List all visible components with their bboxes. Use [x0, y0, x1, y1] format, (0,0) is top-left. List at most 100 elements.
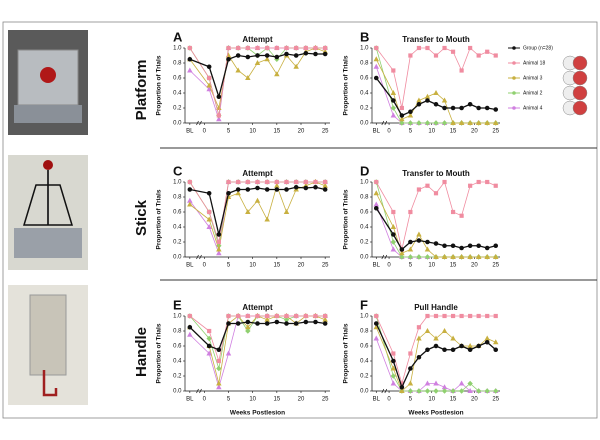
y-tick-label: 0.8	[173, 329, 182, 335]
marker	[493, 313, 498, 319]
marker	[255, 321, 260, 326]
panel-letter: C	[173, 163, 183, 178]
marker	[323, 179, 328, 185]
marker	[441, 97, 448, 103]
marker	[245, 45, 250, 51]
marker	[216, 113, 221, 118]
marker	[236, 313, 241, 319]
marker	[322, 321, 328, 326]
marker	[459, 105, 464, 111]
x-tick-label: BL	[186, 129, 194, 135]
marker	[408, 366, 413, 371]
x-tick-label: 0	[203, 263, 207, 269]
marker	[425, 183, 430, 188]
frame	[2, 21, 598, 419]
marker	[284, 313, 289, 319]
x-tick-label: 15	[273, 129, 280, 135]
marker	[255, 179, 260, 185]
legend-swatch	[512, 61, 516, 65]
marker	[425, 98, 430, 103]
marker	[274, 45, 279, 51]
marker	[391, 358, 396, 364]
marker	[374, 179, 379, 185]
marker	[433, 53, 439, 58]
marker	[484, 339, 490, 345]
marker	[206, 64, 212, 70]
x-tick-label: 20	[298, 263, 305, 269]
y-tick-label: 0.2	[360, 374, 369, 380]
marker	[313, 313, 318, 319]
marker	[450, 388, 456, 394]
marker	[313, 45, 318, 51]
y-axis-label: Proportion of Trials	[343, 189, 350, 249]
marker	[425, 347, 430, 353]
marker	[216, 250, 222, 256]
marker	[441, 388, 448, 394]
panel-letter: F	[360, 297, 368, 312]
marker	[187, 45, 192, 51]
photo-platform	[8, 30, 88, 135]
marker	[467, 119, 473, 125]
marker	[206, 223, 212, 229]
x-tick-label: BL	[373, 397, 381, 403]
y-tick-label: 0.2	[360, 106, 369, 112]
marker	[476, 313, 481, 319]
marker	[475, 253, 482, 259]
marker	[216, 384, 222, 390]
legend-label: Animal 2	[523, 90, 543, 96]
marker	[442, 179, 447, 185]
marker	[441, 253, 448, 259]
marker	[442, 45, 447, 51]
marker	[264, 216, 270, 222]
x-tick-label: BL	[373, 129, 381, 135]
x-axis-label: Weeks Postlesion	[408, 410, 463, 417]
marker	[485, 179, 490, 185]
marker	[216, 246, 222, 252]
marker	[416, 335, 422, 341]
legend-swatch	[512, 46, 516, 50]
marker	[468, 313, 473, 319]
legend-label: Animal 3	[523, 75, 543, 81]
marker	[373, 75, 379, 81]
y-tick-label: 0.8	[360, 195, 369, 201]
axis-break	[381, 388, 388, 394]
marker	[264, 56, 270, 62]
marker	[476, 105, 481, 111]
x-tick-label: 10	[249, 263, 256, 269]
legend-label: Animal 4	[523, 105, 543, 111]
marker	[450, 347, 456, 353]
marker	[390, 89, 397, 95]
y-tick-label: 1.0	[360, 314, 369, 320]
marker	[399, 250, 405, 256]
marker	[245, 74, 251, 80]
marker	[424, 246, 431, 252]
marker	[373, 321, 379, 326]
marker	[399, 116, 405, 122]
legend-swatch	[512, 76, 516, 80]
y-tick-label: 0.6	[360, 344, 369, 350]
marker	[274, 71, 280, 77]
marker	[450, 253, 456, 259]
marker	[226, 45, 231, 51]
marker	[245, 54, 251, 60]
marker	[236, 45, 241, 51]
x-tick-label: 10	[249, 129, 256, 135]
marker	[206, 350, 212, 356]
marker	[442, 105, 447, 111]
marker	[293, 321, 299, 326]
marker	[492, 119, 499, 125]
y-tick-label: 0.0	[360, 389, 369, 395]
marker	[206, 343, 212, 349]
marker	[467, 253, 473, 259]
y-tick-label: 0.6	[360, 76, 369, 82]
panel-letter: E	[173, 297, 182, 312]
marker	[391, 351, 396, 356]
x-tick-label: 25	[322, 129, 329, 135]
marker	[407, 246, 414, 252]
marker	[245, 324, 251, 330]
marker	[303, 50, 309, 56]
marker	[373, 63, 380, 69]
row-label: Platform	[133, 60, 150, 121]
marker	[294, 45, 299, 51]
marker	[416, 120, 422, 126]
